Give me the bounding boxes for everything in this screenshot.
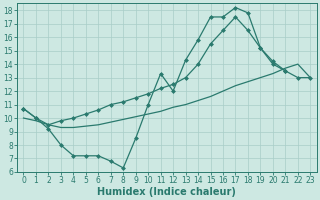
- X-axis label: Humidex (Indice chaleur): Humidex (Indice chaleur): [98, 187, 236, 197]
